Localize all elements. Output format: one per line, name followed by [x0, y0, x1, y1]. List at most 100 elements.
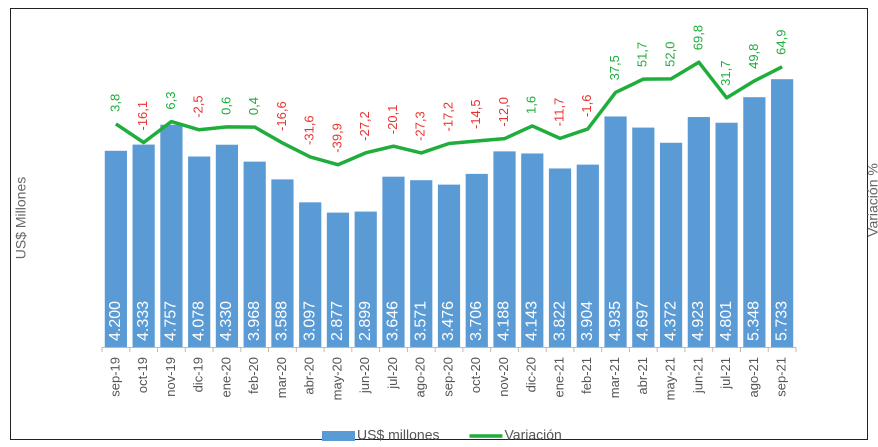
bar: [465, 173, 488, 347]
bar: [215, 144, 239, 347]
x-tick-label: nov-19: [163, 357, 178, 397]
bar: [132, 144, 155, 347]
bar: [160, 124, 183, 347]
x-tick-label: abr-21: [635, 357, 650, 395]
line-value-label: -27,3: [413, 111, 428, 141]
bar: [521, 153, 544, 347]
bar-value-label: 4.143: [523, 301, 540, 341]
bar: [687, 117, 710, 347]
bar: [188, 156, 211, 347]
x-tick-label: ago-20: [413, 357, 428, 397]
bar: [326, 212, 350, 347]
line-value-label: 52,0: [663, 42, 678, 67]
bar: [659, 142, 683, 347]
bar-value-label: 5.348: [746, 301, 763, 341]
x-tick-label: may-21: [663, 357, 678, 400]
bar: [243, 161, 266, 347]
x-tick-label: oct-19: [135, 357, 150, 393]
x-tick-label: ene-21: [551, 357, 566, 397]
line-value-label: 64,9: [774, 29, 789, 54]
line-value-label: -20,1: [385, 105, 400, 135]
bar: [493, 151, 516, 347]
bar-value-label: 4.935: [607, 301, 624, 341]
bar-value-label: 4.757: [163, 301, 180, 341]
bar-value-label: 4.188: [496, 301, 513, 341]
bar-value-label: 3.904: [579, 301, 596, 341]
bar-value-label: 2.877: [329, 301, 346, 341]
legend-swatch: [322, 431, 355, 441]
line-value-label: 3,8: [107, 94, 122, 112]
bar: [743, 97, 766, 347]
bar: [715, 122, 738, 347]
bar: [576, 164, 599, 347]
bar-value-label: 3.706: [468, 301, 485, 341]
bar-value-label: 4.923: [690, 301, 707, 341]
bar-value-label: 3.588: [274, 301, 291, 341]
x-tick-label: jun-21: [690, 357, 705, 394]
bar-value-label: 3.822: [551, 301, 568, 341]
x-tick-label: jun-20: [357, 357, 372, 394]
line-value-label: 0,6: [218, 97, 233, 115]
bar-value-label: 5.733: [773, 301, 790, 341]
line-value-label: 0,4: [246, 97, 261, 115]
x-tick-label: dic-19: [191, 357, 206, 392]
line-value-label: 31,7: [718, 61, 733, 86]
line-value-label: 6,3: [163, 91, 178, 109]
x-tick-label: ene-20: [218, 357, 233, 397]
line-value-label: 37,5: [607, 55, 622, 80]
x-tick-label: feb-20: [246, 357, 261, 394]
line-value-label: -31,6: [302, 115, 317, 145]
bar-value-label: 2.899: [357, 301, 374, 341]
bar-value-label: 4.333: [135, 301, 152, 341]
line-value-label: -1,6: [579, 95, 594, 117]
x-tick-label: nov-20: [496, 357, 511, 397]
legend-label: Variación: [504, 427, 561, 443]
line-value-label: -2,5: [191, 95, 206, 117]
line: [114, 60, 783, 167]
line-value-label: -39,9: [329, 123, 344, 153]
y2-axis-label: Variación %: [865, 163, 878, 237]
x-tick-label: mar-20: [274, 357, 289, 398]
x-tick-label: jul-21: [718, 357, 733, 390]
bar-value-label: 3.097: [301, 301, 318, 341]
bar-value-label: 3.476: [440, 301, 457, 341]
bar-value-label: 3.571: [412, 301, 429, 341]
bar: [382, 176, 405, 347]
bar: [271, 179, 294, 347]
line-value-label: 1,6: [524, 96, 539, 114]
line-value-label: -27,2: [357, 111, 372, 141]
x-tick-label: oct-20: [468, 357, 483, 393]
bar: [354, 211, 377, 347]
bar: [771, 79, 794, 347]
bar-value-label: 3.646: [385, 301, 402, 341]
line-value-label: 51,7: [635, 42, 650, 67]
legend-label: US$ millones: [357, 427, 439, 443]
bar-value-label: 4.330: [218, 301, 235, 341]
x-tick-label: may-20: [329, 357, 344, 400]
x-tick-label: sep-21: [774, 357, 789, 397]
bar-value-label: 4.697: [635, 301, 652, 341]
line-value-label: -12,0: [496, 97, 511, 127]
x-tick-label: abr-20: [302, 357, 317, 395]
bar: [632, 127, 655, 347]
x-tick-label: jul-20: [385, 357, 400, 390]
y-axis-label: US$ Millones: [13, 177, 29, 259]
x-tick-label: ago-21: [746, 357, 761, 397]
bar: [299, 202, 322, 347]
line-value-label: -16,1: [135, 101, 150, 131]
bar-value-label: 3.968: [246, 301, 263, 341]
bar-value-label: 4.200: [107, 301, 124, 341]
line-value-label: -17,2: [440, 102, 455, 132]
bar: [437, 184, 461, 347]
line-value-label: 49,8: [746, 44, 761, 69]
line-value-label: -14,5: [468, 99, 483, 129]
chart-border: [10, 8, 868, 440]
bar: [604, 116, 627, 347]
bar-value-label: 4.372: [662, 301, 679, 341]
x-tick-label: sep-19: [107, 357, 122, 397]
x-tick-label: dic-20: [524, 357, 539, 392]
bar: [410, 180, 433, 347]
bar: [104, 150, 127, 347]
bar-value-label: 4.801: [718, 301, 735, 341]
